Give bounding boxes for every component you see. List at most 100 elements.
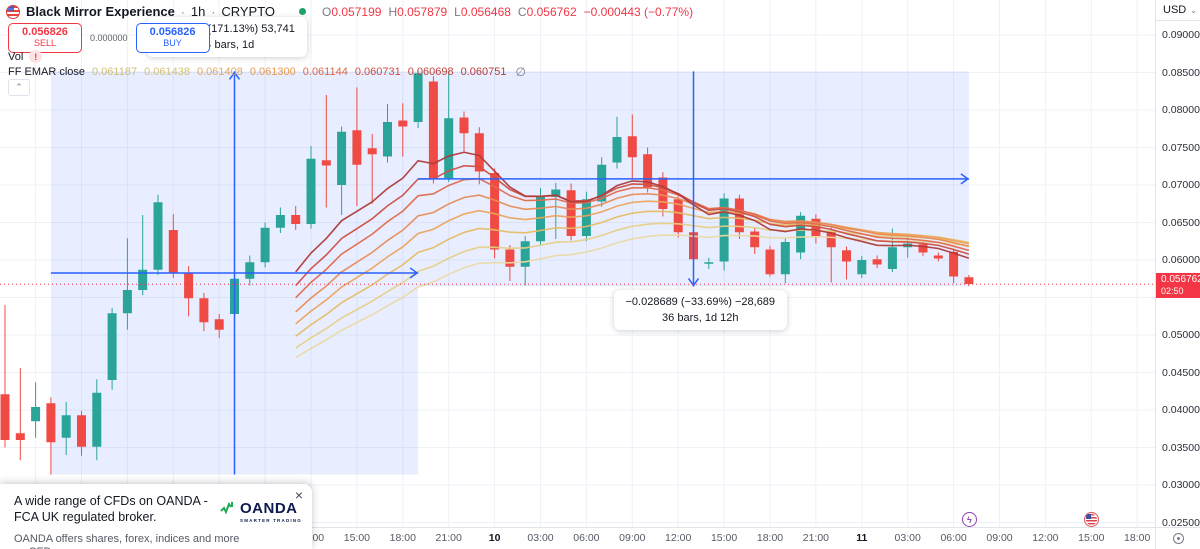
- candle-up: [61, 415, 71, 438]
- candle-up: [444, 118, 454, 179]
- time-axis-label: 12:00: [1032, 532, 1059, 544]
- candle-down: [352, 130, 362, 165]
- open-value: O0.057199: [322, 4, 382, 19]
- bar-countdown: 02:50: [1161, 285, 1184, 296]
- empty-set-icon: ∅: [515, 65, 526, 79]
- ema-line-21: [295, 193, 970, 313]
- ema-line-36: [295, 222, 970, 349]
- interval-label[interactable]: 1h: [190, 4, 206, 19]
- candle-up: [597, 164, 607, 202]
- current-price: 0.056762: [1161, 274, 1200, 286]
- candle-down: [428, 81, 438, 179]
- time-axis-label: 06:00: [573, 532, 600, 544]
- candle-up: [780, 242, 790, 275]
- us-flag-icon: [1086, 514, 1098, 525]
- time-axis-label: 03:00: [894, 532, 921, 544]
- collapse-legend-button[interactable]: ⌃: [8, 79, 30, 96]
- candle-up: [337, 131, 347, 185]
- measure-change: −0.028689 (−33.69%) −28,689: [625, 296, 776, 309]
- measure-tooltip-down[interactable]: −0.028689 (−33.69%) −28,689 36 bars, 1d …: [613, 290, 788, 331]
- ema-value: 0.060698: [407, 66, 454, 78]
- arrow-down-icon: [687, 278, 700, 287]
- candle-up: [107, 313, 117, 380]
- low-value: L0.056468: [454, 4, 511, 19]
- arrow-right-icon: [409, 267, 419, 279]
- candle-down: [398, 120, 408, 127]
- candle-up: [704, 262, 714, 264]
- candle-down: [474, 133, 484, 172]
- candle-down: [199, 298, 209, 323]
- candle-down: [765, 249, 775, 275]
- candle-down: [15, 433, 25, 440]
- time-axis-label: 18:00: [389, 532, 416, 544]
- candle-up: [31, 407, 41, 422]
- market-status-dot-icon: [299, 8, 307, 15]
- candle-down: [490, 173, 500, 250]
- time-axis-label: 15:00: [1078, 532, 1105, 544]
- ema-value: 0.061438: [144, 66, 190, 78]
- trade-widget: 0.056826 SELL 0.000000 0.056826 BUY: [8, 23, 210, 53]
- candlestick-chart-canvas[interactable]: [0, 0, 1155, 527]
- time-axis-label: 18:00: [756, 532, 784, 544]
- candle-up: [581, 199, 591, 236]
- candle-down: [933, 255, 943, 259]
- ema-value: 0.061408: [196, 66, 243, 78]
- time-axis-day-label: 11: [856, 532, 868, 544]
- candle-up: [275, 215, 285, 228]
- economic-event-flag-icon[interactable]: [1084, 512, 1100, 527]
- exchange-label[interactable]: CRYPTO: [221, 4, 276, 19]
- candle-down: [750, 231, 760, 248]
- candle-down: [643, 154, 653, 188]
- volume-indicator-legend[interactable]: Vol !: [8, 50, 43, 63]
- ema-line-42: [295, 234, 969, 359]
- symbol-header: Black Mirror Experience · 1h · CRYPTO O0…: [6, 4, 693, 19]
- ema-value: 0.060731: [354, 66, 401, 78]
- candle-up: [551, 189, 561, 197]
- sell-button[interactable]: 0.056826 SELL: [8, 23, 82, 53]
- candle-up: [887, 247, 897, 269]
- ad-body: OANDA offers shares, forex, indices and …: [14, 532, 240, 549]
- close-icon[interactable]: ×: [294, 487, 303, 503]
- candle-up: [413, 73, 423, 122]
- ohlc-readout: O0.057199 H0.057879 L0.056468 C0.056762 …: [322, 5, 693, 19]
- arrow-up-icon: [228, 71, 241, 80]
- candle-down: [0, 394, 10, 440]
- indicator-error-icon[interactable]: !: [29, 50, 43, 63]
- currency-selector[interactable]: USD ⌄: [1156, 0, 1200, 21]
- buy-button[interactable]: 0.056826 BUY: [135, 23, 210, 53]
- candle-up: [520, 241, 530, 267]
- measure-bars: 36 bars, 1d 12h: [662, 312, 739, 325]
- ema-indicator-legend[interactable]: FF EMAR close 0.061187 0.061438 0.061408 0.…: [8, 65, 526, 79]
- candle-down: [184, 272, 194, 299]
- ad-title: A wide range of CFDs on OANDA - FCA UK r…: [14, 494, 208, 525]
- spread-value: 0.000000: [90, 32, 128, 43]
- ema-value: 0.061300: [249, 66, 296, 78]
- symbol-name[interactable]: Black Mirror Experience: [26, 4, 175, 19]
- measure-bars: 24 bars, 1d: [199, 39, 255, 51]
- broker-ad-card[interactable]: A wide range of CFDs on OANDA - FCA UK r…: [0, 484, 312, 549]
- candle-down: [658, 177, 668, 209]
- candle-up: [153, 202, 163, 270]
- time-axis-label: 09:00: [619, 532, 646, 544]
- oanda-logo: OANDA SMARTER TRADING: [220, 500, 302, 523]
- economic-event-bolt-icon[interactable]: ϟ: [961, 512, 977, 527]
- close-value: C0.056762: [517, 4, 577, 19]
- candle-up: [92, 392, 102, 447]
- candle-down: [949, 251, 959, 277]
- ema-line-25: [295, 200, 970, 325]
- symbol-logo-icon: [6, 4, 20, 19]
- candle-up: [306, 158, 316, 224]
- candle-down: [566, 190, 576, 236]
- axis-settings-button[interactable]: [1155, 527, 1200, 549]
- separator: ·: [211, 4, 216, 19]
- high-value: H0.057879: [388, 4, 448, 19]
